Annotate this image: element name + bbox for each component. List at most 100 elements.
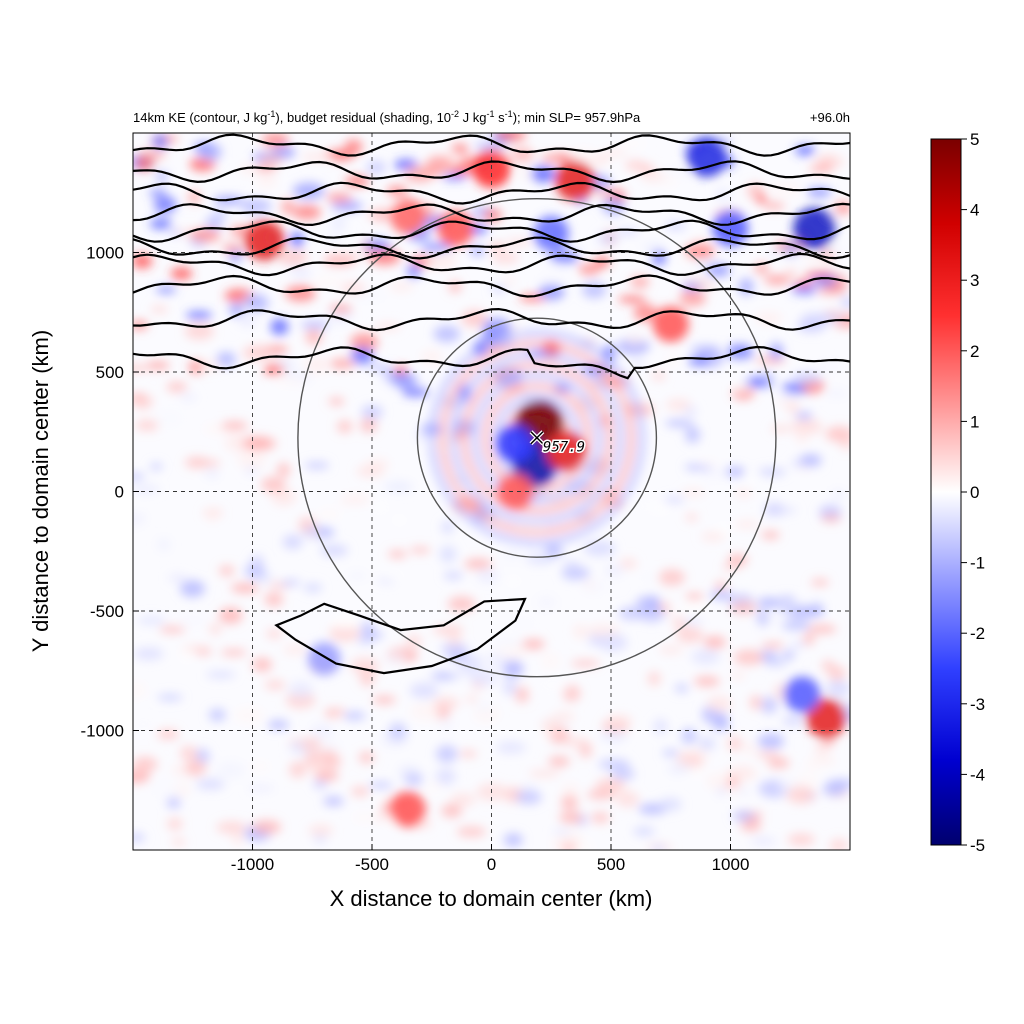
shading-cell: [750, 837, 777, 845]
shading-cell: [264, 363, 285, 376]
shading-cell: [782, 650, 795, 660]
shading-cell: [638, 606, 665, 623]
shading-cell: [409, 547, 431, 554]
shading-cell: [216, 351, 236, 368]
shading-cell: [409, 682, 439, 699]
shading-cell: [756, 751, 781, 758]
colorbar: [930, 138, 962, 846]
shading-feature: [806, 698, 847, 739]
shading-cell: [154, 410, 183, 427]
shading-cell: [760, 696, 778, 714]
shading-cell: [536, 595, 558, 609]
shading-cell: [494, 645, 514, 652]
shading-cell: [544, 545, 563, 557]
shading-band: [471, 372, 603, 504]
shading-cell: [807, 624, 837, 634]
shading-cell: [310, 723, 334, 739]
shading-cell: [602, 148, 628, 158]
shading-cell: [340, 494, 370, 505]
shading-cell: [674, 683, 689, 693]
shading-cell: [135, 156, 155, 171]
shading-cell: [440, 644, 468, 653]
shading-cell: [764, 274, 791, 285]
colorbar-tick-label: 0: [970, 483, 979, 502]
shading-cell: [401, 388, 430, 397]
colorbar-tick-label: 3: [970, 271, 979, 290]
shading-cell: [515, 790, 542, 805]
shading-cell: [381, 572, 403, 582]
shading-cell: [443, 571, 463, 580]
shading-cell: [133, 473, 145, 481]
shading-cell: [706, 695, 733, 712]
shading-cell: [802, 633, 815, 645]
colorbar-tick-label: 1: [970, 412, 979, 431]
shading-cell: [176, 614, 208, 627]
shading-cell: [734, 520, 760, 529]
ke-contours: [133, 133, 850, 675]
shading-cell: [826, 679, 850, 698]
shading-cell: [465, 696, 478, 703]
range-ring: [416, 317, 658, 558]
shading-cell: [791, 286, 818, 295]
shading-cell: [238, 316, 258, 327]
shading-cell: [256, 175, 278, 188]
shading-cell: [495, 133, 527, 142]
shading-cell: [208, 623, 222, 635]
shading-cell: [150, 779, 181, 797]
shading-cell: [301, 736, 322, 754]
shading-cell: [167, 817, 183, 831]
x-tick-label: -1000: [231, 855, 274, 874]
y-tick-label: 0: [115, 483, 124, 502]
shading-cell: [502, 277, 517, 285]
shading-cell: [822, 781, 848, 797]
shading-cell: [519, 727, 548, 736]
shading-cell: [282, 534, 303, 550]
shading-cell: [681, 727, 697, 745]
shading-cell: [464, 558, 493, 570]
shading-cell: [290, 231, 304, 249]
shading-cell: [587, 789, 616, 800]
shading-band: [449, 350, 625, 525]
shading-cell: [433, 625, 464, 636]
shading-cell: [356, 465, 385, 478]
shading-cell: [276, 462, 291, 478]
shading-cell: [651, 844, 666, 850]
shading-cell: [515, 686, 529, 703]
shading-cell: [742, 742, 757, 754]
shading-cell: [768, 248, 784, 256]
shading-cell: [277, 250, 309, 266]
shading-cell: [328, 305, 353, 313]
shading-cell: [491, 639, 524, 647]
shading-feature: [555, 160, 596, 201]
shading-cell: [319, 742, 341, 750]
shading-cell: [218, 565, 235, 577]
shading-cell: [274, 376, 307, 387]
shading-cell: [618, 606, 646, 620]
shading-cell: [607, 714, 633, 727]
shading-cell: [392, 516, 407, 524]
shading-cell: [159, 626, 186, 633]
shading-cell: [361, 405, 383, 419]
shading-cell: [146, 361, 170, 370]
y-axis-label: Y distance to domain center (km): [28, 330, 53, 652]
shading-cell: [267, 720, 289, 730]
shading-cell: [204, 468, 220, 479]
shading-cell: [790, 641, 806, 649]
shading-cell: [784, 268, 797, 278]
shading-cell: [619, 558, 637, 569]
shading-cell: [426, 155, 454, 174]
shading-cell: [137, 616, 167, 625]
shading-cell: [216, 761, 246, 780]
ke-contour-line: [133, 345, 850, 380]
shading-cell: [810, 578, 830, 587]
colorbar-tick-label: -1: [970, 554, 985, 573]
shading-cell: [616, 791, 640, 808]
shading-cell: [205, 215, 223, 231]
shading-cell: [157, 538, 171, 552]
colorbar-ticks: 5 4 3 2 1 0 -1 -2 -3 -4 -5: [961, 130, 985, 855]
shading-cell: [658, 797, 682, 812]
shading-cell: [271, 488, 296, 506]
shading-cell: [170, 267, 193, 280]
shading-cell: [742, 471, 760, 482]
